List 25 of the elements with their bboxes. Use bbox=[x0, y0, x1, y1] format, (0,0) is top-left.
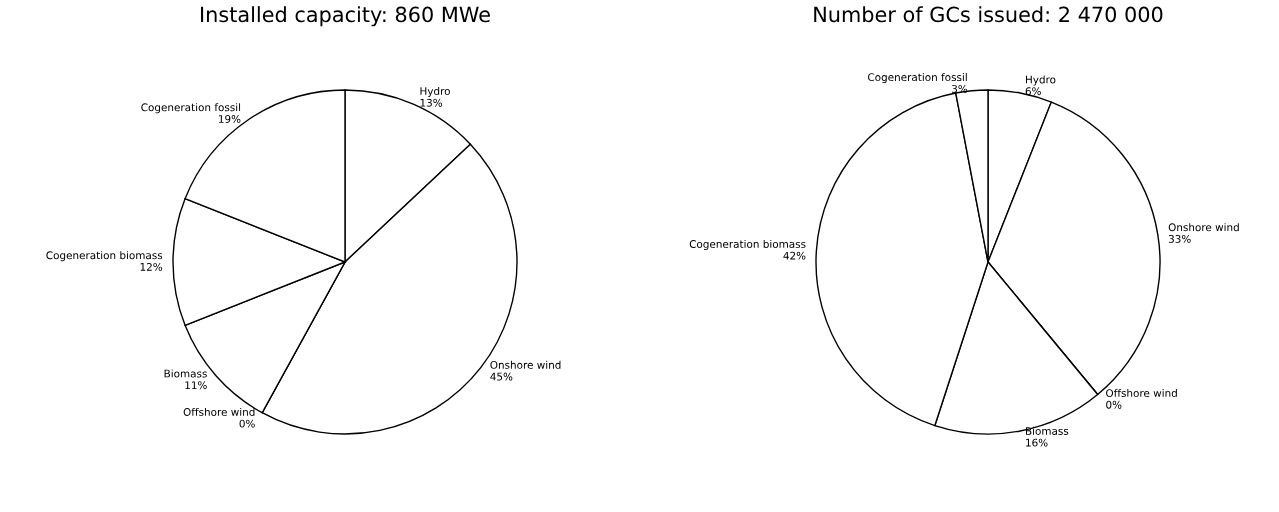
data-label: 33% bbox=[1168, 234, 1191, 243]
data-label: 13% bbox=[420, 98, 443, 107]
slice-label: Cogeneration fossil bbox=[868, 73, 967, 84]
slice-label: Cogeneration biomass bbox=[689, 239, 806, 250]
text: 0% bbox=[1106, 400, 1122, 409]
slice-label: Onshore wind bbox=[490, 360, 561, 369]
chart-title: Number of GCs issued: 2 470 000 bbox=[814, 6, 1163, 23]
category-label: Offshore wind bbox=[183, 407, 255, 416]
category-label: Offshore wind bbox=[1106, 388, 1177, 398]
slice-label: Cogeneration biomass bbox=[46, 251, 163, 262]
slice-label: Hydro bbox=[1025, 75, 1056, 86]
data-label: 42% bbox=[783, 251, 806, 260]
data-label: 16% bbox=[1026, 438, 1048, 447]
data-label: 11% bbox=[185, 381, 207, 390]
slice-label: Biomass bbox=[164, 369, 207, 378]
data-label: 19% bbox=[219, 115, 241, 123]
slice-label: Cogeneration fossil bbox=[141, 103, 241, 114]
data-label: 45% bbox=[490, 372, 513, 381]
data-label: 12% bbox=[140, 262, 163, 271]
chart-title: Installed capacity: 860 MWe bbox=[201, 6, 490, 27]
slice-label: Onshore wind bbox=[1168, 223, 1239, 232]
slice-label: Biomass bbox=[1025, 426, 1069, 435]
slice-label: Hydro bbox=[420, 86, 450, 98]
data-label: 6% bbox=[1025, 87, 1041, 96]
text: 0% bbox=[239, 419, 255, 428]
